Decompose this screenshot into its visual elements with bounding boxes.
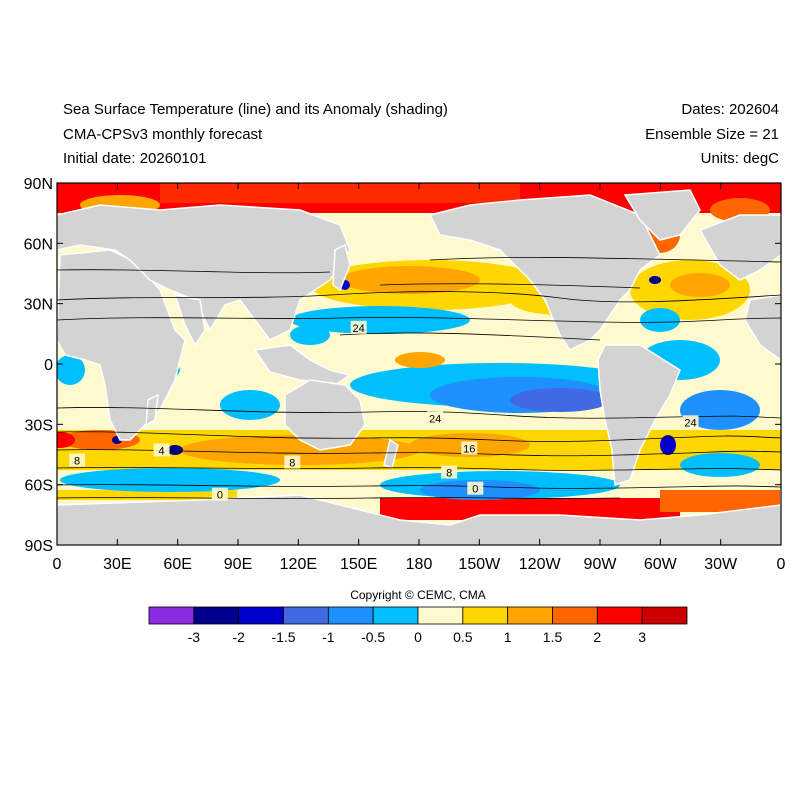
land-masses xyxy=(57,189,781,545)
colorbar-swatch xyxy=(327,606,374,625)
colorbar-label: -1 xyxy=(322,629,335,645)
contour-label-bg xyxy=(461,441,478,455)
africa-west-landmass xyxy=(744,294,781,361)
contour-label-bg xyxy=(467,481,484,495)
colorbar-label: 0 xyxy=(414,629,422,645)
ensemble-label: Ensemble Size = 21 xyxy=(645,126,779,143)
contour-label: 0 xyxy=(217,490,223,502)
lon-tick-label: 90E xyxy=(224,556,252,573)
lon-tick-label: 0 xyxy=(777,556,786,573)
lon-tick-label: 60W xyxy=(644,556,678,573)
contour-label: 8 xyxy=(446,468,452,480)
lat-tick-label: 0 xyxy=(44,357,53,374)
lat-tick-label: 30N xyxy=(24,297,53,314)
contour-label-bg xyxy=(441,465,458,479)
colorbar-swatch xyxy=(417,606,464,625)
madagascar-landmass xyxy=(145,393,159,427)
contour-labels: 24 24 24 16 8 8 8 4 0 0 xyxy=(69,320,699,502)
lon-tick-label: 0 xyxy=(53,556,62,573)
model-label: CMA-CPSv3 monthly forecast xyxy=(63,126,263,143)
colorbar-label: 0.5 xyxy=(453,629,473,645)
south-america-landmass xyxy=(597,344,681,487)
colorbar-swatch xyxy=(193,606,240,625)
copyright-label: Copyright © CEMC, CMA xyxy=(350,588,486,602)
colorbar-label: 2 xyxy=(593,629,601,645)
colorbar-label: 1.5 xyxy=(543,629,563,645)
dates-label: Dates: 202604 xyxy=(681,101,779,118)
colorbar-swatch xyxy=(507,606,553,625)
lat-tick-label: 90S xyxy=(25,538,53,555)
contour-label: 8 xyxy=(74,456,80,468)
colorbar-swatch xyxy=(596,606,643,625)
lon-tick-label: 150E xyxy=(340,556,377,573)
lon-tick-label: 120E xyxy=(280,556,317,573)
chart-title: Sea Surface Temperature (line) and its A… xyxy=(63,101,448,118)
lon-tick-label: 60E xyxy=(163,556,191,573)
colorbar-label: -1.5 xyxy=(271,629,295,645)
maritime-continent-landmass xyxy=(253,344,352,386)
colorbar-label: -3 xyxy=(188,629,201,645)
colorbar-label: 3 xyxy=(638,629,646,645)
colorbar-swatch xyxy=(372,606,419,625)
antarctica-landmass xyxy=(57,494,781,545)
lon-tick-label: 30E xyxy=(103,556,131,573)
units-label: Units: degC xyxy=(700,150,779,167)
contour-label-bg xyxy=(682,415,699,429)
india-landmass xyxy=(173,294,206,347)
australia-landmass xyxy=(284,379,366,451)
colorbar-swatch xyxy=(552,606,598,625)
greenland-landmass xyxy=(623,189,701,241)
lon-tick-label: 90W xyxy=(584,556,618,573)
initial-date-label: Initial date: 20260101 xyxy=(63,150,207,167)
lat-tick-label: 60N xyxy=(24,236,53,253)
japan-landmass xyxy=(332,243,351,292)
colorbar-label: 1 xyxy=(504,629,512,645)
contour-label: 8 xyxy=(289,458,295,470)
lon-tick-label: 150W xyxy=(458,556,501,573)
colorbar-swatch xyxy=(641,606,688,625)
eurasia-landmass xyxy=(57,204,351,341)
contour-label-bg xyxy=(211,487,228,501)
contour-label-bg xyxy=(69,453,86,467)
contour-label: 0 xyxy=(472,484,478,496)
colorbar-swatch xyxy=(238,606,284,625)
lon-tick-label: 120W xyxy=(519,556,562,573)
lat-tick-label: 60S xyxy=(25,478,53,495)
contour-label: 4 xyxy=(159,445,165,457)
contour-label-bg xyxy=(427,411,444,425)
lon-tick-label: 180 xyxy=(406,556,433,573)
contour-label: 16 xyxy=(463,443,475,455)
longitude-axis: 0 30E 60E 90E 120E 150E 180 150W 120W 90W 60W 30W 0 xyxy=(53,183,786,573)
latitude-axis: 90N 60N 30N 0 30S 60S 90S xyxy=(24,176,781,555)
contour-label: 24 xyxy=(353,323,365,335)
colorbar-swatch xyxy=(148,606,195,625)
contour-label-bg xyxy=(153,443,170,457)
north-america-landmass xyxy=(428,194,661,351)
contour-label: 24 xyxy=(684,417,696,429)
lat-tick-label: 30S xyxy=(25,417,53,434)
lat-tick-label: 90N xyxy=(24,176,53,193)
contour-label-bg xyxy=(284,455,301,469)
lon-tick-label: 30W xyxy=(704,556,738,573)
colorbar-label: -0.5 xyxy=(361,629,385,645)
contour-label-bg xyxy=(350,320,367,334)
colorbar-swatch xyxy=(462,606,509,625)
contour-label: 24 xyxy=(429,413,441,425)
colorbar-swatch xyxy=(283,606,329,625)
europe-landmass xyxy=(698,214,781,281)
colorbar-label: -2 xyxy=(232,629,245,645)
colorbar: -3 -2 -1.5 -1 -0.5 0 0.5 1 1.5 2 3 xyxy=(148,606,688,645)
